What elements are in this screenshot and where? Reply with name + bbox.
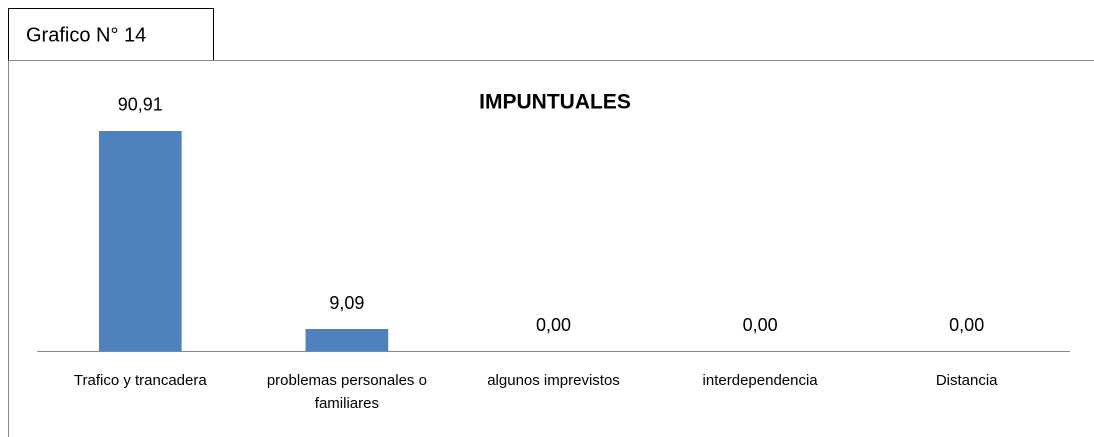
value-label: 0,00 bbox=[743, 315, 778, 335]
value-label: 9,09 bbox=[329, 293, 364, 313]
bar bbox=[305, 329, 389, 351]
bar bbox=[98, 130, 182, 351]
x-tick-label: Distancia bbox=[935, 372, 998, 389]
x-tick-label: problemas personales o familiares bbox=[266, 372, 427, 412]
value-label: 90,91 bbox=[118, 95, 163, 115]
caption-box bbox=[8, 8, 214, 61]
chart-title: IMPUNTUALES bbox=[479, 91, 631, 114]
x-tick-label: algunos imprevistos bbox=[487, 372, 620, 389]
value-label: 0,00 bbox=[536, 315, 571, 335]
caption: Grafico N° 14 bbox=[26, 24, 146, 46]
value-label: 0,00 bbox=[949, 315, 984, 335]
x-tick-label: interdependencia bbox=[702, 372, 818, 389]
x-tick-label: Trafico y trancadera bbox=[73, 372, 207, 389]
